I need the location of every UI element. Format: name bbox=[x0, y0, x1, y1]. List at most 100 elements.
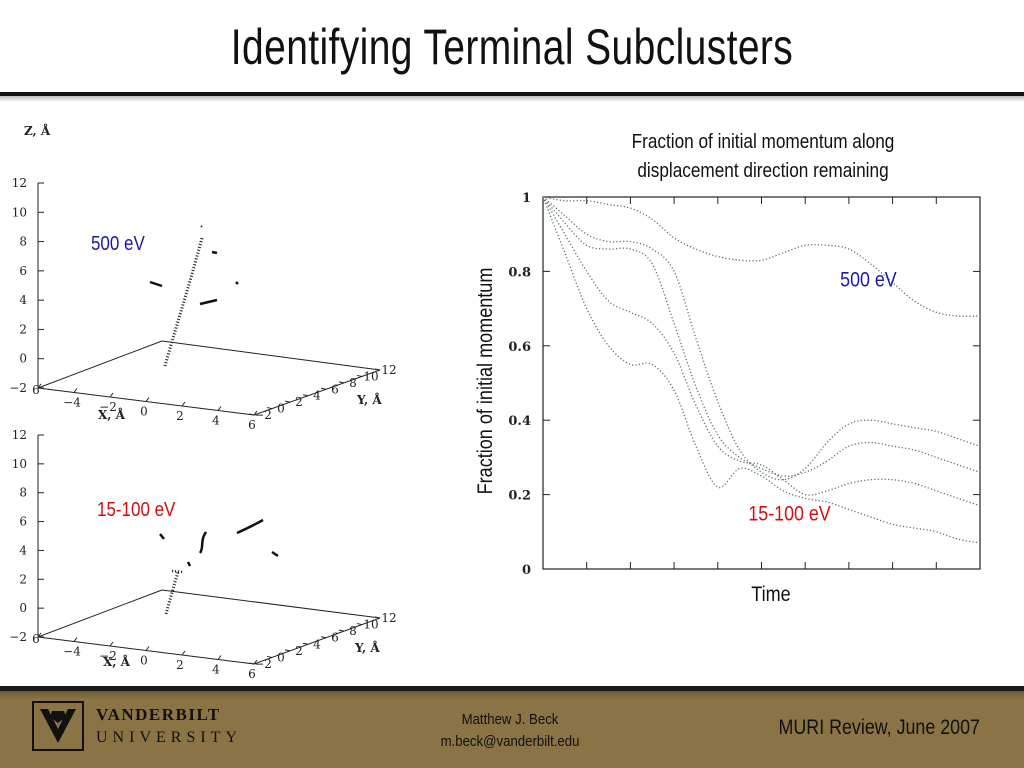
z-tick-label: 4 bbox=[19, 293, 27, 307]
logo-wordmark-line1: VANDERBILT bbox=[96, 705, 221, 724]
subcluster-segment bbox=[186, 561, 192, 567]
chart-title-line1: Fraction of initial momentum along bbox=[632, 130, 895, 153]
z-tick-label: −2 bbox=[9, 381, 27, 395]
author-block: Matthew J. Beck m.beck@vanderbilt.edu bbox=[396, 709, 625, 753]
x-tick-label: −2 bbox=[99, 649, 117, 663]
chart-annotation: 15-100 eV bbox=[748, 502, 830, 526]
base-edge-back-left bbox=[37, 589, 163, 638]
footer-bar: VANDERBILT UNIVERSITY Matthew J. Beck m.… bbox=[0, 686, 1024, 768]
annotations: 500 eV 15-100 eV bbox=[748, 268, 896, 526]
y-tick bbox=[374, 368, 381, 371]
y-tick-label: 0 bbox=[277, 650, 285, 664]
y-tick-label: −2 bbox=[254, 408, 272, 422]
z-axis-ticks: 12 10 8 6 4 2 0 −2 bbox=[9, 428, 44, 644]
trajectory-dotted bbox=[163, 237, 204, 367]
y-tick-label: 2 bbox=[295, 395, 303, 409]
logo-wordmark-line2: UNIVERSITY bbox=[96, 729, 242, 746]
y-tick bbox=[284, 400, 291, 403]
x-axis-label: X, Å bbox=[103, 654, 131, 669]
y-tick bbox=[248, 413, 255, 416]
y-axis-label: Y, Å bbox=[354, 640, 380, 655]
x-tick-label: 4 bbox=[212, 414, 220, 428]
y-tick-label: 10 bbox=[363, 369, 378, 383]
subcluster-segment bbox=[235, 281, 239, 285]
subcluster-segment bbox=[211, 250, 218, 255]
x-axis-ticks: 6 −4 −2 0 2 4 6 bbox=[32, 383, 258, 432]
y-tick-label: 1 bbox=[522, 191, 531, 206]
y-tick bbox=[320, 636, 327, 639]
y-axis bbox=[253, 617, 381, 665]
y-tick-label: 10 bbox=[363, 618, 378, 632]
z-tick-label: 6 bbox=[19, 264, 27, 278]
z-tick-label: 6 bbox=[19, 515, 27, 529]
x-axis-title: Time bbox=[751, 583, 791, 607]
z-tick-label: 12 bbox=[12, 176, 27, 190]
z-tick-label: 2 bbox=[19, 322, 27, 336]
y-axis-ticks: −2 0 2 4 6 8 10 12 bbox=[248, 363, 397, 422]
x-axis-label: X, Å bbox=[98, 407, 126, 422]
x-tick-label: 6 bbox=[32, 383, 40, 397]
chart-title-line2: displacement direction remaining bbox=[637, 159, 888, 182]
series-line-4 bbox=[542, 196, 981, 507]
author-name: Matthew J. Beck bbox=[461, 711, 559, 728]
y-tick bbox=[356, 374, 363, 377]
event-label: MURI Review, June 2007 bbox=[778, 716, 980, 739]
y-tick bbox=[338, 381, 345, 384]
z-axis-label: Z, Å bbox=[24, 123, 51, 138]
x-tick bbox=[253, 659, 258, 665]
momentum-chart: Fraction of initial momentum along displ… bbox=[474, 130, 981, 607]
x-tick-label: 2 bbox=[176, 409, 184, 423]
z-tick-label: −2 bbox=[9, 630, 27, 644]
x-tick bbox=[109, 641, 114, 647]
trajectory-dotted bbox=[164, 571, 180, 615]
x-tick bbox=[37, 632, 42, 638]
y-tick bbox=[356, 623, 363, 626]
z-tick-label: 10 bbox=[12, 457, 27, 471]
subcluster-segment bbox=[159, 533, 165, 540]
x-tick bbox=[217, 655, 222, 660]
y-axis-ticks: 0 0.2 0.4 0.6 0.8 1 bbox=[508, 191, 980, 578]
y-tick bbox=[266, 655, 273, 658]
y-tick-label: 2 bbox=[295, 644, 303, 658]
y-tick bbox=[248, 662, 255, 665]
base-edge-back-right bbox=[161, 340, 381, 371]
x-axis-ticks bbox=[586, 197, 937, 569]
series-line-3 bbox=[542, 196, 981, 477]
base-edge-back-right bbox=[161, 589, 381, 619]
y-tick-label: 6 bbox=[331, 631, 339, 645]
y-tick-label: 12 bbox=[381, 363, 396, 377]
y-tick-label: 12 bbox=[381, 611, 396, 625]
y-tick-label: 4 bbox=[313, 389, 321, 403]
y-tick-label: 0.2 bbox=[508, 489, 531, 504]
x-tick bbox=[37, 383, 42, 389]
series-line-1 bbox=[542, 196, 981, 317]
trajectory-point bbox=[200, 225, 203, 228]
x-tick-label: −2 bbox=[99, 400, 117, 414]
x-tick bbox=[145, 397, 150, 402]
x-axis-ticks: 6 −4 −2 0 2 4 6 bbox=[32, 632, 258, 681]
x-tick-label: −4 bbox=[63, 645, 81, 659]
x-tick bbox=[217, 406, 222, 411]
y-tick-label: −2 bbox=[254, 657, 272, 671]
y-tick bbox=[284, 649, 291, 652]
z-axis-ticks: 12 10 8 6 4 2 0 −2 bbox=[9, 176, 44, 395]
x-tick bbox=[181, 401, 186, 407]
y-tick-label: 0.8 bbox=[508, 265, 531, 280]
chart-annotation: 500 eV bbox=[840, 268, 897, 292]
y-tick-label: 8 bbox=[349, 376, 357, 390]
y-tick-label: 0.6 bbox=[508, 340, 531, 355]
x-tick bbox=[109, 392, 114, 398]
base-edge-back-left bbox=[37, 340, 163, 389]
y-tick-label: 4 bbox=[313, 637, 321, 651]
z-tick-label: 12 bbox=[12, 428, 27, 442]
y-tick bbox=[302, 394, 309, 397]
y-axis-label: Y, Å bbox=[356, 392, 382, 407]
subcluster-segment bbox=[271, 550, 279, 558]
y-tick bbox=[320, 387, 327, 390]
z-tick-label: 8 bbox=[19, 235, 27, 249]
y-tick bbox=[374, 616, 381, 619]
x-tick-label: −4 bbox=[63, 396, 81, 410]
y-tick-label: 8 bbox=[349, 624, 357, 638]
trajectory-dotted bbox=[171, 569, 184, 574]
